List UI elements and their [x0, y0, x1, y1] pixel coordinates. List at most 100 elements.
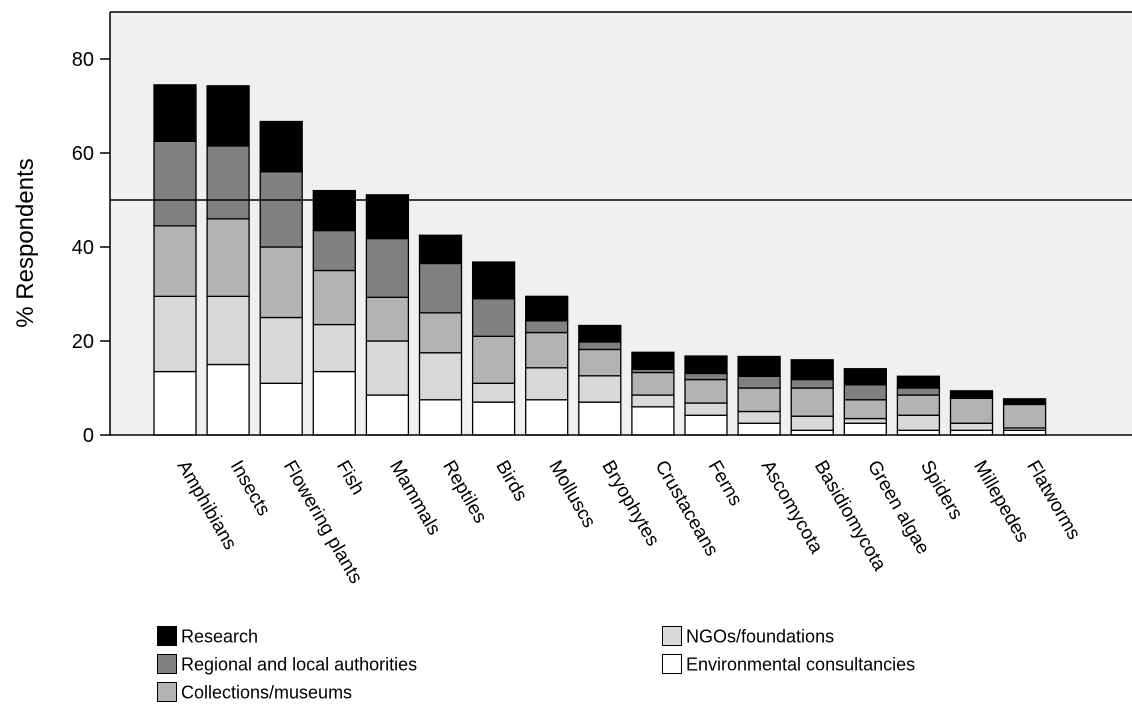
legend-swatch-collections-museums — [157, 682, 177, 703]
bar-insects-research — [206, 85, 250, 147]
bar-spiders-ngos-foundations — [896, 414, 941, 431]
bar-bryophytes-collections-museums — [578, 348, 622, 377]
bar-ascomycota-ngos-foundations — [737, 410, 781, 424]
x-tick-label-reptiles: Reptiles — [438, 457, 491, 527]
bar-insects-environmental-consultancies — [206, 363, 250, 436]
bar-flowering-plants-research — [259, 120, 303, 173]
y-tick-label-80: 80 — [72, 49, 94, 71]
legend-item-regional-authorities: Regional and local authorities — [157, 652, 418, 675]
bar-spiders-regional-and-local-authorities — [896, 387, 941, 396]
x-tick-label-birds: Birds — [491, 457, 531, 505]
bar-fish-research — [312, 189, 356, 232]
legend-label-collections-museums: Collections/museums — [181, 682, 353, 703]
bar-green-algae-ngos-foundations — [843, 417, 887, 424]
y-tick-label-0: 0 — [83, 425, 94, 447]
y-tick-label-40: 40 — [72, 237, 94, 259]
bar-millepedes-research — [949, 390, 994, 399]
bar-ascomycota-regional-and-local-authorities — [737, 375, 781, 389]
bar-flowering-plants-environmental-consultancies — [259, 382, 303, 436]
bar-bryophytes-research — [578, 324, 622, 343]
bar-spiders-collections-museums — [896, 394, 941, 416]
legend-item-collections-museums: Collections/museums — [157, 680, 353, 703]
bar-basidiomycota-ngos-foundations — [790, 415, 834, 431]
bar-green-algae-research — [843, 368, 887, 386]
bar-flatworms-collections-museums — [1002, 403, 1047, 429]
bar-ascomycota-research — [737, 355, 781, 377]
bar-ascomycota-environmental-consultancies — [737, 422, 781, 436]
bar-green-algae-regional-and-local-authorities — [843, 384, 887, 401]
bar-molluscs-environmental-consultancies — [525, 399, 569, 436]
bar-amphibians-collections-museums — [153, 225, 197, 298]
bar-reptiles-ngos-foundations — [418, 352, 463, 401]
bar-ferns-collections-museums — [684, 378, 728, 404]
x-tick-label-fish: Fish — [332, 457, 368, 499]
bar-reptiles-research — [418, 234, 463, 265]
bar-crustaceans-research — [631, 351, 675, 370]
y-axis-title: % Respondents — [12, 158, 39, 327]
bar-green-algae-environmental-consultancies — [843, 422, 887, 436]
bar-amphibians-research — [153, 84, 197, 142]
y-axis-ticks: 0 20 40 60 80 — [72, 49, 110, 447]
bar-amphibians-environmental-consultancies — [153, 370, 197, 436]
x-tick-label-mammals: Mammals — [385, 457, 444, 539]
bar-millepedes-collections-museums — [949, 397, 994, 424]
x-tick-label-spiders: Spiders — [916, 457, 966, 523]
legend-label-regional-authorities: Regional and local authorities — [181, 654, 418, 675]
bar-fish-regional-and-local-authorities — [312, 229, 356, 272]
bar-reptiles-regional-and-local-authorities — [418, 262, 463, 314]
legend-swatch-research — [157, 626, 177, 647]
bar-molluscs-ngos-foundations — [525, 367, 569, 401]
bar-mammals-regional-and-local-authorities — [365, 237, 410, 298]
legend-item-environmental-consultancies: Environmental consultancies — [662, 652, 915, 675]
legend-item-ngos-foundations: NGOs/foundations — [662, 624, 835, 647]
bar-birds-regional-and-local-authorities — [471, 298, 516, 337]
bar-crustaceans-environmental-consultancies — [631, 406, 675, 436]
bar-mammals-ngos-foundations — [365, 340, 410, 396]
bar-mammals-research — [365, 194, 410, 240]
y-tick-label-60: 60 — [72, 143, 94, 165]
bar-fish-collections-museums — [312, 269, 356, 326]
bar-reptiles-environmental-consultancies — [418, 399, 463, 436]
bar-mammals-collections-museums — [365, 296, 410, 342]
bar-birds-environmental-consultancies — [471, 401, 516, 436]
bar-molluscs-research — [525, 295, 569, 322]
bar-fish-environmental-consultancies — [312, 370, 356, 436]
legend-swatch-environmental-consultancies — [662, 654, 682, 675]
bar-basidiomycota-regional-and-local-authorities — [790, 378, 834, 389]
bar-flatworms-research — [1002, 398, 1047, 405]
bar-spiders-research — [896, 375, 941, 389]
bar-millepedes-ngos-foundations — [949, 422, 994, 431]
bar-birds-ngos-foundations — [471, 382, 516, 403]
bar-insects-collections-museums — [206, 218, 250, 298]
bars-group — [153, 84, 1047, 436]
bar-birds-research — [471, 261, 516, 300]
bar-ferns-ngos-foundations — [684, 402, 728, 416]
legend-label-ngos-foundations: NGOs/foundations — [686, 626, 835, 647]
bar-molluscs-regional-and-local-authorities — [525, 320, 569, 334]
bar-birds-collections-museums — [471, 335, 516, 384]
bar-insects-ngos-foundations — [206, 295, 250, 366]
bar-insects-regional-and-local-authorities — [206, 145, 250, 220]
bar-basidiomycota-research — [790, 359, 834, 381]
bar-bryophytes-regional-and-local-authorities — [578, 341, 622, 351]
x-tick-label-flatworms: Flatworms — [1022, 457, 1084, 543]
y-tick-label-20: 20 — [72, 331, 94, 353]
bar-bryophytes-environmental-consultancies — [578, 401, 622, 436]
bar-flowering-plants-collections-museums — [259, 246, 303, 319]
bar-amphibians-ngos-foundations — [153, 295, 197, 373]
bar-amphibians-regional-and-local-authorities — [153, 140, 197, 227]
bar-molluscs-collections-museums — [525, 331, 569, 369]
bar-ascomycota-collections-museums — [737, 387, 781, 413]
x-tick-label-molluscs: Molluscs — [544, 457, 599, 532]
bar-mammals-environmental-consultancies — [365, 394, 410, 436]
bar-bryophytes-ngos-foundations — [578, 375, 622, 403]
legend-swatch-regional-authorities — [157, 654, 177, 675]
x-tick-label-insects: Insects — [226, 457, 274, 520]
x-tick-label-millepedes: Millepedes — [969, 457, 1033, 546]
bar-crustaceans-ngos-foundations — [631, 394, 675, 408]
bar-flowering-plants-regional-and-local-authorities — [259, 171, 303, 248]
bar-fish-ngos-foundations — [312, 323, 356, 373]
bar-green-algae-collections-museums — [843, 399, 887, 420]
